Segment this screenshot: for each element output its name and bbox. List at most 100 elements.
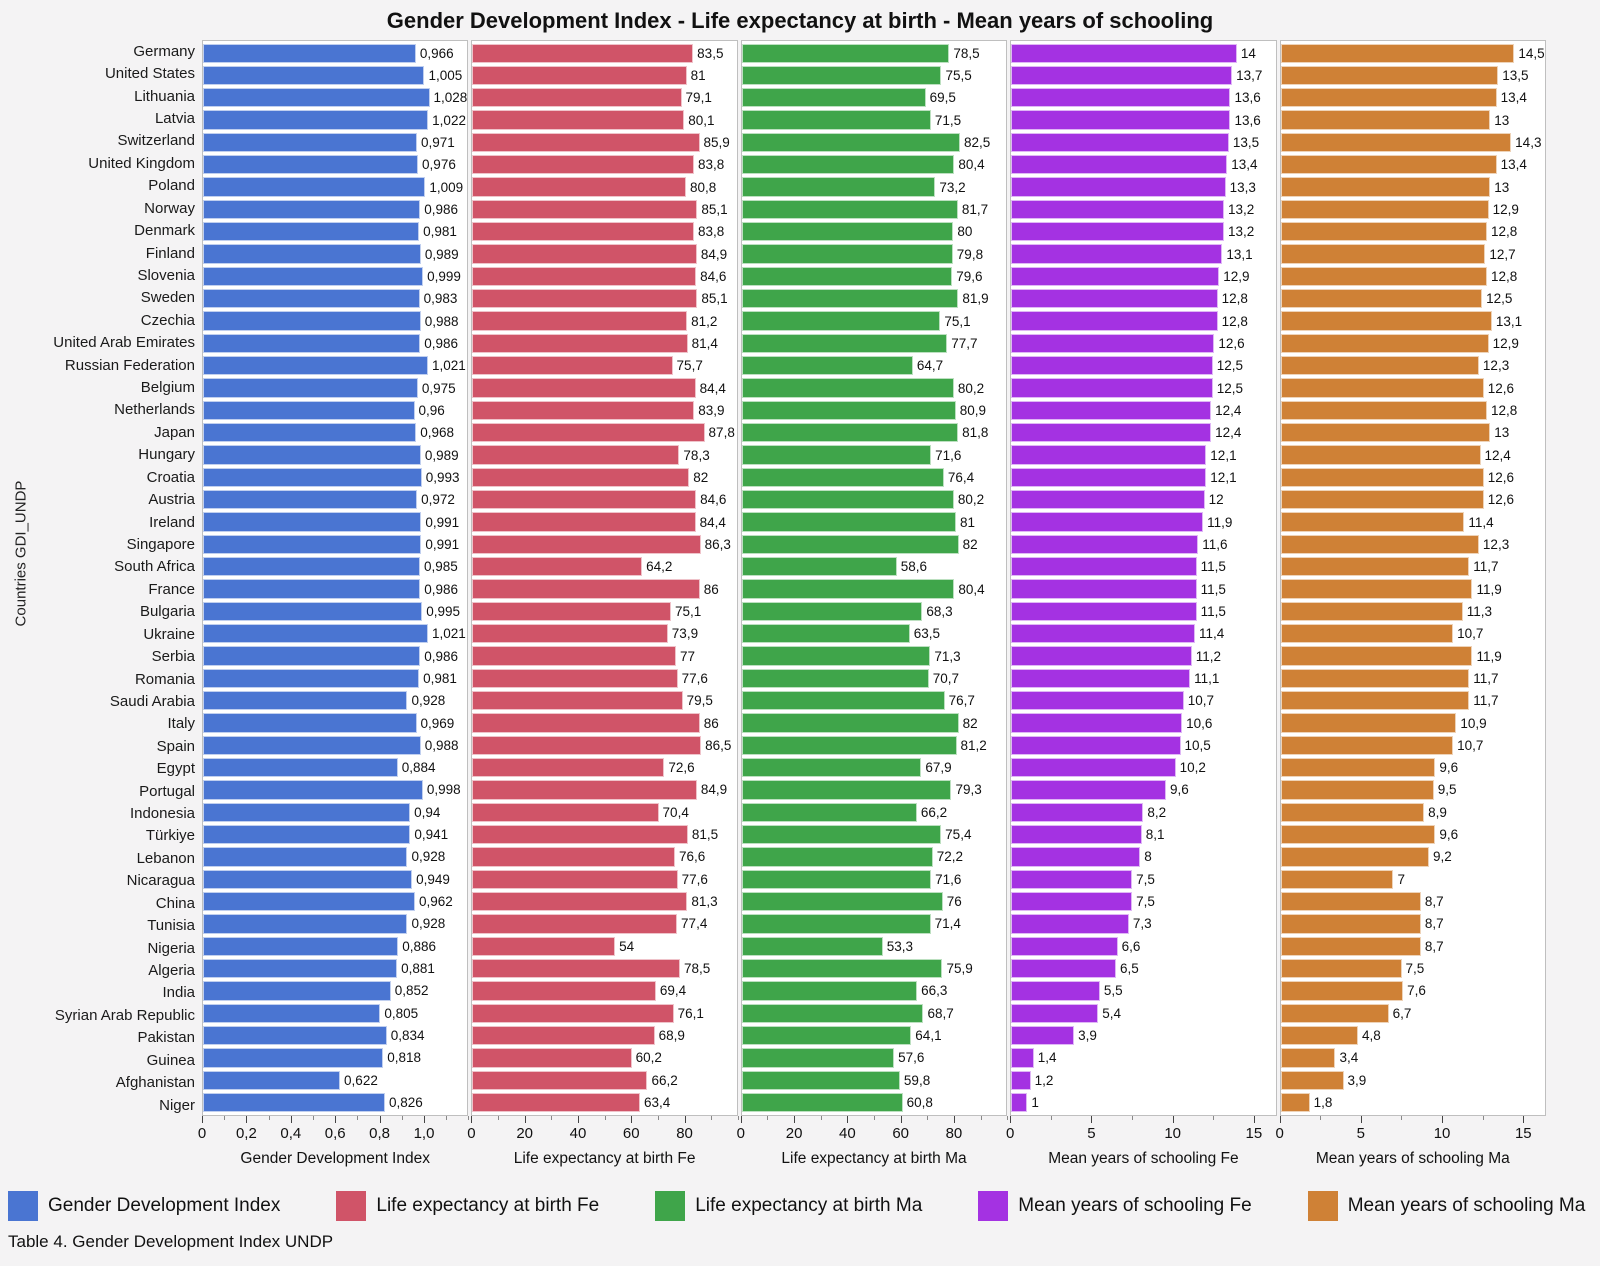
major-tick: [1442, 1116, 1444, 1123]
value-label: 76,4: [947, 469, 975, 485]
value-label: 0,989: [424, 447, 459, 463]
bar-row: 10,9: [1280, 712, 1545, 734]
value-label: 0,969: [420, 715, 455, 731]
value-label: 85,1: [701, 291, 728, 307]
bar: [1011, 88, 1231, 108]
bar-row: 75,5: [741, 64, 1006, 86]
bar-row: 11,2: [1011, 645, 1275, 667]
bar-row: 84,6: [472, 265, 736, 287]
value-label: 6,6: [1121, 938, 1141, 954]
value-label: 13: [1494, 425, 1510, 441]
bar-row: 1,4: [1011, 1047, 1275, 1069]
country-label: Denmark: [134, 222, 195, 240]
bar: [203, 356, 428, 376]
bar-row: 8,7: [1280, 890, 1545, 912]
bar-row: 6,5: [1011, 957, 1275, 979]
bar: [741, 1025, 912, 1046]
country-label: Ukraine: [143, 625, 195, 643]
bar: [1280, 557, 1470, 577]
value-label: 78,3: [683, 447, 710, 463]
value-label: 1,028: [433, 90, 468, 106]
bar: [1280, 177, 1491, 197]
value-label: 0,928: [411, 693, 446, 709]
value-label: 9,6: [1169, 782, 1189, 798]
country-label: Algeria: [148, 962, 195, 979]
bar-row: 68,7: [741, 1002, 1006, 1024]
value-label: 83,8: [697, 157, 725, 173]
bar: [1280, 1092, 1310, 1113]
bar-row: 5,4: [1011, 1002, 1275, 1024]
value-label: 14,5: [1518, 45, 1545, 61]
value-label: 73,2: [939, 179, 966, 195]
bar-row: 81,4: [472, 332, 736, 354]
bar-row: 81,5: [472, 823, 736, 845]
country-label: Belgium: [140, 379, 195, 397]
value-label: 84,4: [699, 380, 726, 396]
bar: [472, 266, 697, 287]
country-labels: Germany United States Lithuania Latvia Switz…: [34, 40, 202, 1116]
value-label: 0,805: [384, 1005, 419, 1021]
bar-row: 0,881: [203, 957, 467, 979]
bar-panels: 0,966 1,005 1,028 1,022 0,971 0,976 1,009 0,986…: [198, 40, 1547, 1182]
bar-row: 0,941: [203, 823, 467, 845]
bar: [1011, 534, 1199, 555]
country-label: Slovenia: [137, 266, 195, 284]
bar: [1011, 155, 1228, 175]
bar-row: 64,2: [472, 556, 736, 578]
bar: [472, 400, 695, 421]
bar: [203, 1070, 341, 1090]
bar-row: 57,6: [741, 1047, 1006, 1069]
bar: [203, 512, 422, 532]
x-axis-4: 0 5 10 15 Mean years of schooling Ma: [1275, 1116, 1546, 1182]
value-label: 81,7: [961, 201, 989, 217]
bar-row: 5,5: [1011, 980, 1275, 1002]
bar: [1280, 199, 1489, 220]
bar-row: 79,1: [472, 87, 736, 109]
bar-row: 0,826: [203, 1091, 467, 1113]
bar: [203, 43, 416, 63]
value-label: 82,5: [963, 134, 991, 150]
bar-row: 13,4: [1280, 154, 1545, 176]
bar-row: 12,6: [1280, 489, 1545, 511]
bar-row: 12,4: [1280, 444, 1545, 466]
value-label: 84,6: [700, 492, 727, 508]
value-label: 77,4: [681, 916, 708, 932]
value-label: 86,5: [705, 737, 732, 753]
tick-label: 15: [1514, 1125, 1532, 1142]
country-label: Türkiye: [145, 827, 195, 845]
bar: [1011, 65, 1233, 86]
value-label: 83,8: [697, 224, 725, 240]
bar: [741, 735, 957, 755]
bar: [741, 65, 942, 86]
bar: [472, 802, 659, 822]
bar: [203, 780, 423, 800]
tick-label: 40: [839, 1125, 856, 1142]
bar: [1011, 356, 1213, 376]
bar-row: 80,1: [472, 109, 736, 131]
bar: [203, 266, 424, 287]
bar: [1011, 333, 1215, 354]
bar-row: 11,5: [1011, 556, 1275, 578]
bar: [1011, 423, 1212, 443]
bar: [472, 981, 656, 1001]
tick-label: 0: [736, 1125, 745, 1142]
bar-row: 11,6: [1011, 533, 1275, 555]
bar: [1011, 1048, 1034, 1068]
value-label: 12,8: [1490, 268, 1518, 284]
bar: [472, 1025, 655, 1046]
bar-row: 12: [1011, 489, 1275, 511]
value-label: 75,9: [946, 961, 973, 977]
value-label: 81: [690, 67, 706, 83]
bar: [1280, 668, 1470, 689]
bar-row: 14,5: [1280, 42, 1545, 64]
bar-row: 0,975: [203, 377, 467, 399]
minor-tick: [657, 1116, 659, 1120]
bar-row: 78,3: [472, 444, 736, 466]
bar: [203, 981, 391, 1001]
value-label: 13: [1494, 179, 1510, 195]
bar-row: 10,7: [1011, 690, 1275, 712]
bar: [741, 557, 897, 577]
value-label: 3,4: [1339, 1050, 1359, 1066]
major-tick: [1010, 1116, 1012, 1123]
legend-item: Gender Development Index: [8, 1191, 280, 1221]
